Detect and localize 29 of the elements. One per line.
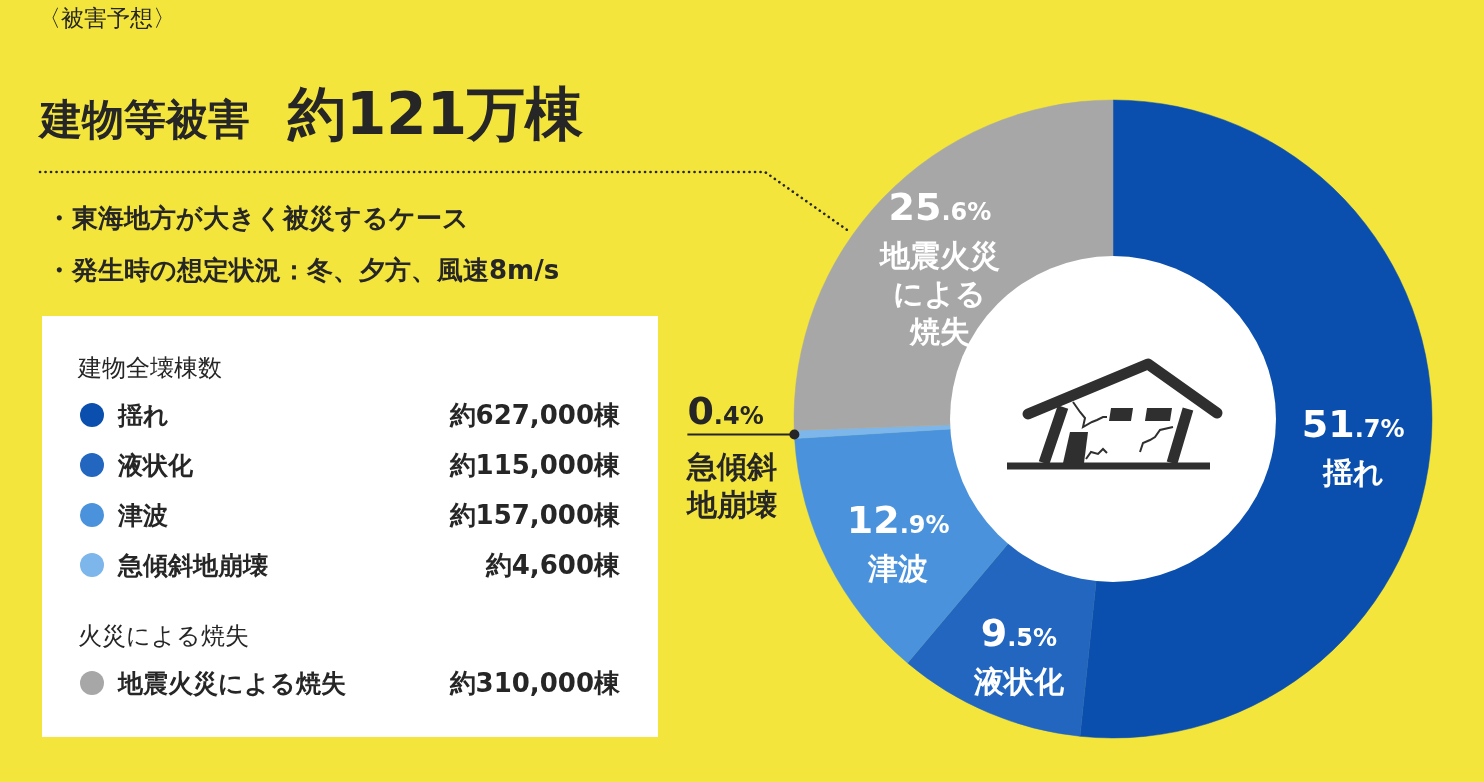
data-label: 12.9% xyxy=(846,497,950,542)
data-label: 25.6% xyxy=(888,184,992,229)
text: ・東海地方が大きく被災するケース xyxy=(46,202,469,235)
legend-label: 揺れ xyxy=(118,399,169,432)
chart-title: 建物等被害 約121万棟 xyxy=(40,80,584,150)
legend-label: 津波 xyxy=(118,499,168,532)
text: 約4,600棟 xyxy=(485,548,620,582)
slice-label: 津波 xyxy=(867,550,929,586)
text: 約310,000棟 xyxy=(449,666,620,700)
legend-label: 液状化 xyxy=(118,449,193,482)
data-label: 51.7% xyxy=(1301,401,1405,446)
donut-slice xyxy=(1079,99,1433,739)
slice-label: 急傾斜地崩壊 xyxy=(685,448,778,522)
text: ・発生時の想定状況：冬、夕方、風速8m/s xyxy=(46,254,560,287)
donut-slice xyxy=(793,99,1114,431)
legend-label: 地震火災による焼失 xyxy=(118,667,346,700)
slice-label: 揺れ xyxy=(1321,454,1384,490)
chart-subtitle: 〈被害予想〉 xyxy=(38,4,176,33)
text: 火災による焼失 xyxy=(78,621,250,652)
text: 約627,000棟 xyxy=(449,398,620,432)
legend-label: 急傾斜地崩壊 xyxy=(118,549,268,582)
legend-title: 建物全壊棟数 xyxy=(78,353,223,384)
text: 約157,000棟 xyxy=(449,498,620,532)
data-label: 9.5% xyxy=(980,610,1058,655)
slice-label: 液状化 xyxy=(972,663,1065,699)
text: 約115,000棟 xyxy=(449,448,620,482)
donut-slice xyxy=(794,428,1009,664)
slice-label: 地震火災による焼失 xyxy=(877,237,1000,349)
data-label: 0.4% xyxy=(687,388,764,433)
